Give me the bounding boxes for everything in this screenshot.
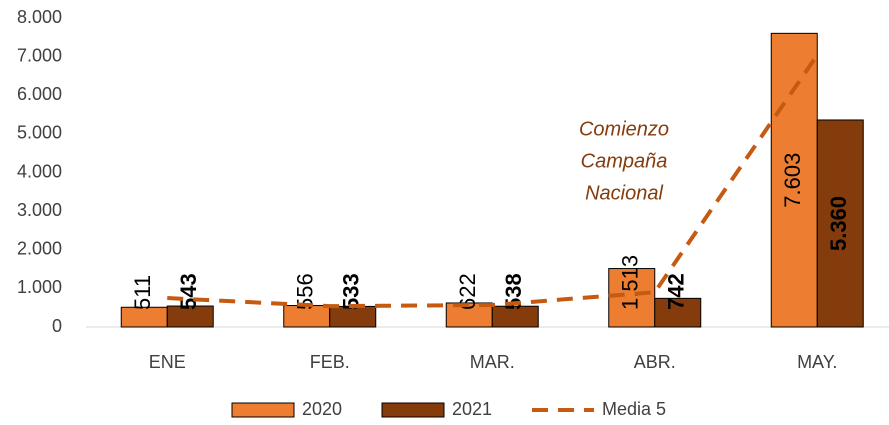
data-label: 533 [339, 273, 364, 310]
annotation: Nacional [585, 182, 663, 204]
y-tick-label: 8.000 [17, 7, 62, 27]
x-tick-label: ENE [149, 352, 186, 372]
bar [770, 32, 818, 328]
data-label: 511 [130, 275, 155, 310]
y-tick-label: 6.000 [17, 84, 62, 104]
data-label: 5.360 [826, 196, 851, 251]
y-tick-label: 1.000 [17, 277, 62, 297]
y-tick-label: 5.000 [17, 123, 62, 143]
y-tick-label: 0 [52, 316, 62, 336]
legend-swatch [231, 402, 295, 418]
legend-label: Media 5 [602, 399, 666, 419]
y-tick-label: 4.000 [17, 161, 62, 181]
legend-label: 2021 [452, 399, 492, 419]
x-tick-label: MAY. [797, 352, 837, 372]
bar [654, 297, 702, 328]
bar [491, 305, 539, 328]
y-tick-label: 2.000 [17, 239, 62, 259]
legend-label: 2020 [302, 399, 342, 419]
data-label: 1.513 [618, 255, 643, 310]
bar [816, 119, 864, 328]
bar [608, 268, 656, 328]
legend-swatch [381, 402, 445, 418]
annotation: Campaña [581, 150, 668, 172]
x-tick-label: FEB. [310, 352, 350, 372]
x-tick-label: MAR. [470, 352, 515, 372]
bar [166, 305, 214, 328]
data-label: 543 [176, 273, 201, 310]
y-tick-label: 3.000 [17, 200, 62, 220]
x-tick-label: ABR. [634, 352, 676, 372]
data-label: 7.603 [780, 153, 805, 208]
annotation: Comienzo [579, 118, 669, 140]
line-series [167, 53, 819, 309]
data-label: 742 [664, 273, 689, 310]
y-tick-label: 7.000 [17, 45, 62, 65]
